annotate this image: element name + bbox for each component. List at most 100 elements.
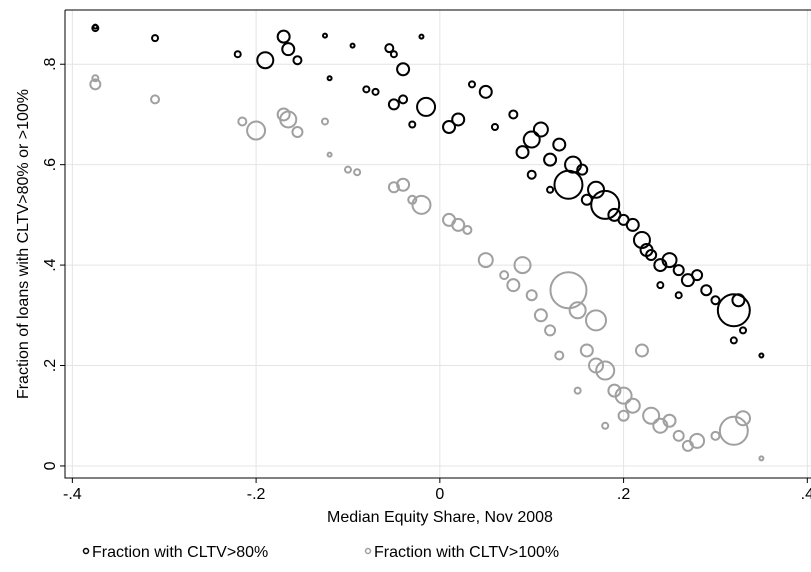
bubble bbox=[758, 352, 765, 359]
x-tick-label: .2 bbox=[617, 486, 630, 503]
y-tick-label: 0 bbox=[42, 461, 59, 470]
bubble bbox=[256, 51, 275, 70]
bubble bbox=[579, 343, 594, 358]
x-tick-label: -.2 bbox=[247, 486, 266, 503]
bubble bbox=[398, 94, 409, 105]
bubble bbox=[662, 413, 677, 428]
bubble bbox=[672, 429, 685, 442]
y-tick-label: .8 bbox=[42, 57, 59, 70]
bubble bbox=[353, 168, 362, 177]
bubble bbox=[237, 116, 248, 127]
bubble bbox=[387, 181, 400, 194]
bubble bbox=[371, 87, 380, 96]
bubble bbox=[343, 165, 352, 174]
bubble bbox=[735, 410, 752, 427]
bubble bbox=[326, 75, 333, 82]
x-tick-label: 0 bbox=[435, 486, 444, 503]
bubble bbox=[233, 50, 242, 59]
bubble bbox=[533, 308, 548, 323]
legend-label: Fraction with CLTV>100% bbox=[374, 544, 559, 561]
bubble bbox=[326, 151, 333, 158]
bubble bbox=[525, 289, 538, 302]
bubble bbox=[408, 120, 417, 129]
bubble bbox=[362, 85, 371, 94]
bubble bbox=[281, 42, 296, 57]
bubble bbox=[729, 336, 738, 345]
bubble bbox=[674, 291, 683, 300]
bubble bbox=[151, 34, 160, 43]
bubble bbox=[710, 295, 721, 306]
bubble bbox=[321, 32, 328, 39]
bubble bbox=[716, 293, 751, 328]
bubble bbox=[276, 29, 291, 44]
bubble bbox=[462, 224, 473, 235]
bubble bbox=[573, 386, 582, 395]
bubble bbox=[590, 189, 621, 220]
bubble bbox=[661, 252, 678, 269]
y-tick-label: .2 bbox=[42, 359, 59, 372]
bubble bbox=[349, 42, 356, 49]
bubble bbox=[587, 180, 606, 199]
bubble bbox=[543, 152, 558, 167]
bubble bbox=[595, 360, 616, 381]
bubble bbox=[554, 350, 565, 361]
bubble bbox=[442, 120, 457, 134]
bubble bbox=[625, 217, 640, 232]
bubble bbox=[544, 324, 557, 337]
bubble bbox=[532, 121, 549, 138]
bubble bbox=[499, 270, 510, 281]
bubble bbox=[689, 432, 706, 449]
legend-marker bbox=[82, 547, 90, 555]
bubble bbox=[614, 386, 633, 405]
bubble bbox=[549, 271, 588, 310]
bubble bbox=[291, 126, 304, 139]
bubble bbox=[89, 78, 102, 91]
axis-line bbox=[64, 10, 811, 479]
bubble bbox=[320, 117, 329, 126]
bubble bbox=[387, 98, 400, 111]
bubble bbox=[279, 110, 298, 129]
bubble bbox=[634, 343, 649, 358]
bubble bbox=[150, 94, 161, 105]
bubble bbox=[389, 50, 398, 59]
x-axis-title: Median Equity Share, Nov 2008 bbox=[327, 509, 553, 526]
bubble bbox=[731, 293, 746, 308]
bubble bbox=[718, 415, 749, 446]
bubble bbox=[739, 326, 748, 335]
y-tick-label: .6 bbox=[42, 158, 59, 171]
bubble bbox=[568, 301, 587, 320]
y-tick-label: .4 bbox=[42, 258, 59, 271]
bubble bbox=[396, 62, 411, 77]
legend-marker bbox=[364, 547, 372, 555]
bubble bbox=[522, 130, 541, 149]
bubble bbox=[508, 109, 519, 120]
bubble bbox=[700, 284, 713, 297]
bubble bbox=[451, 217, 466, 232]
bubble bbox=[506, 278, 521, 293]
bubble bbox=[384, 43, 395, 54]
bubble bbox=[691, 269, 704, 282]
bubble bbox=[477, 252, 494, 269]
bubble bbox=[576, 163, 589, 176]
y-axis-title: Fraction of loans with CLTV>80% or >100% bbox=[15, 89, 32, 399]
bubble bbox=[653, 258, 668, 273]
bubble bbox=[758, 455, 765, 462]
bubble bbox=[642, 406, 661, 425]
bubble bbox=[585, 309, 608, 332]
x-tick-label: -.4 bbox=[63, 486, 82, 503]
bubble bbox=[546, 185, 555, 194]
bubble bbox=[467, 80, 476, 89]
bubble bbox=[490, 123, 499, 131]
bubble bbox=[607, 383, 622, 398]
bubble bbox=[478, 84, 493, 99]
bubble bbox=[710, 430, 721, 441]
bubble bbox=[276, 107, 291, 122]
bubble bbox=[246, 120, 267, 141]
bubble bbox=[451, 112, 466, 127]
bubble bbox=[672, 264, 685, 277]
bubble bbox=[418, 33, 425, 40]
legend-label: Fraction with CLTV>80% bbox=[92, 544, 268, 561]
bubble bbox=[91, 24, 100, 33]
bubble bbox=[416, 96, 437, 117]
bubble bbox=[624, 397, 641, 414]
